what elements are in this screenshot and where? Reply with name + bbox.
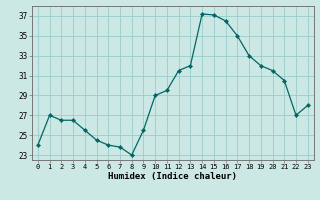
X-axis label: Humidex (Indice chaleur): Humidex (Indice chaleur) [108,172,237,181]
